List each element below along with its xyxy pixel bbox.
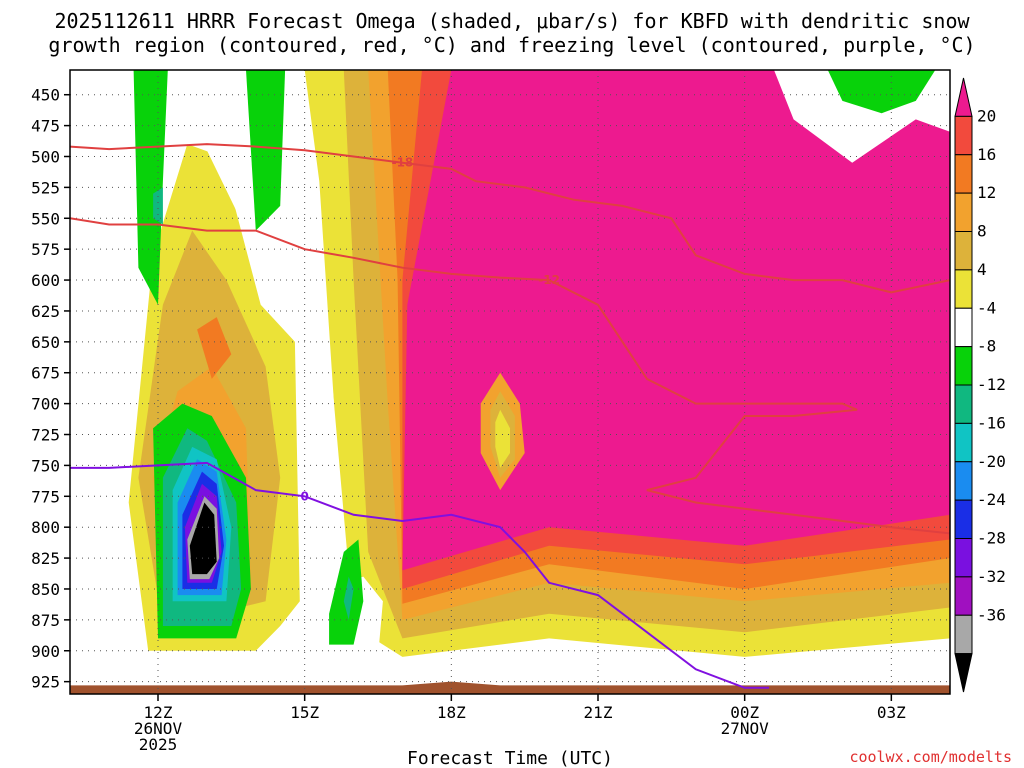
y-tick-label: 825 [31,549,60,568]
x-tick-label: 27NOV [721,719,770,738]
y-tick-label: 850 [31,580,60,599]
omega-region-15 [246,70,286,231]
colorbar-swatch [954,538,973,578]
contour-label: 0 [300,489,308,503]
contour-dgz-minus18-top [70,143,950,294]
colorbar-label: -12 [977,375,1006,394]
colorbar-swatch [954,154,973,194]
colorbar-label: -8 [977,337,996,356]
colorbar-swatch [954,307,973,348]
colorbar-label: 8 [977,222,987,241]
y-tick-label: 925 [31,673,60,692]
omega-region-9 [402,70,950,571]
colorbar-label: 4 [977,260,987,279]
contour-label: -18 [392,156,414,170]
chart-title-line1: 2025112611 HRRR Forecast Omega (shaded, … [54,9,970,33]
colorbar: 20 16 12 8 4 -4 -8 -12 -16 -20 -24 -28 -32 -36 [954,77,1006,693]
colorbar-label: -36 [977,605,1006,624]
y-tick-label: 475 [31,117,60,136]
y-tick-label: 900 [31,642,60,661]
y-tick-label: 775 [31,487,60,506]
y-tick-label: 650 [31,333,60,352]
colorbar-swatch [954,461,973,501]
omega-region-7 [197,317,232,379]
x-axis-label: Forecast Time (UTC) [407,748,613,768]
x-tick-label: 21Z [584,703,613,722]
colorbar-label: -24 [977,490,1006,509]
x-tick-label: 03Z [877,703,906,722]
omega-region-30 [495,409,510,468]
colorbar-label: -28 [977,529,1006,548]
omega-region-19 [153,187,163,225]
omega-region-21 [343,576,354,620]
colorbar-swatch [954,77,973,117]
y-tick-label: 800 [31,518,60,537]
y-tick-label: 625 [31,302,60,321]
contour-freezing-level [70,461,770,689]
grid-lines [70,70,950,694]
x-tick-label: 2025 [139,735,178,754]
y-tick-label: 550 [31,209,60,228]
x-tick-label: 12Z [144,703,173,722]
colorbar-swatch [954,384,973,424]
colorbar-label: -20 [977,452,1006,471]
omega-region-14 [133,70,168,305]
y-tick-label: 450 [31,86,60,105]
y-axis: 450 475 500 525 550 575 600 625 650 675 700 725 750 7… [31,86,70,692]
omega-shading [70,70,950,694]
colorbar-label: -16 [977,413,1006,432]
omega-region-12 [70,391,124,657]
chart-title-line2: growth region (contoured, red, °C) and f… [48,33,975,57]
x-tick-label: 26NOV [134,719,183,738]
omega-region-16 [827,70,936,114]
credit-text[interactable]: coolwx.com/modelts [849,748,1012,766]
omega-region-27 [189,502,217,575]
plot-frame [69,69,951,695]
colorbar-label: -32 [977,567,1006,586]
colorbar-swatch [954,499,973,539]
colorbar-label: 16 [977,145,996,164]
contour-label: -12 [538,273,560,287]
colorbar-swatch [954,269,973,309]
colorbar-swatch [954,231,973,271]
y-tick-label: 575 [31,240,60,259]
y-tick-label: 725 [31,426,60,445]
omega-region-31 [70,681,950,694]
colorbar-swatch [954,614,973,655]
colorbar-label: 20 [977,106,996,125]
y-tick-label: 525 [31,178,60,197]
colorbar-swatch [954,192,973,232]
colorbar-swatch [954,346,973,386]
y-tick-label: 750 [31,456,60,475]
x-tick-label: 00Z [730,703,759,722]
y-tick-label: 675 [31,364,60,383]
colorbar-label: -4 [977,298,996,317]
y-tick-label: 500 [31,147,60,166]
contour-dgz-minus12-mid [70,217,950,535]
colorbar-swatch [954,115,973,156]
y-tick-label: 600 [31,271,60,290]
contour-lines: -18 -12 0 [70,143,950,689]
colorbar-swatch [954,653,973,693]
y-tick-label: 875 [31,611,60,630]
x-tick-label: 15Z [290,703,319,722]
colorbar-swatch [954,422,973,463]
plot-area: -18 -12 0 [69,69,951,695]
colorbar-label: 12 [977,183,996,202]
y-tick-label: 700 [31,395,60,414]
omega-region-10 [167,70,334,503]
x-tick-label: 18Z [437,703,466,722]
colorbar-swatch [954,576,973,616]
